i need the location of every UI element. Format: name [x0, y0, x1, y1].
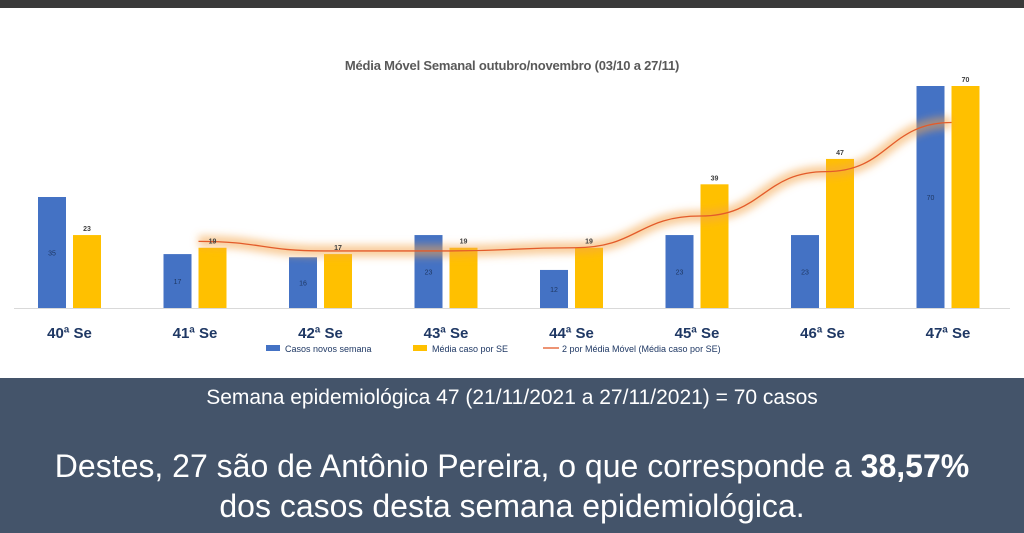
labels-layer: 35 23 40ª Se 17 19 41ª Se 16 17 42ª Se 23 19 43ª Se… — [47, 77, 970, 342]
data-label-casos-novos: 23 — [425, 270, 433, 277]
x-tick-label: 42ª Se — [298, 325, 343, 342]
bar-casos-novos — [791, 235, 819, 308]
data-label-media-caso: 19 — [585, 239, 593, 246]
legend-media-caso: Média caso por SE — [413, 344, 508, 354]
bar-media-caso — [951, 86, 980, 308]
bar-media-caso — [575, 247, 603, 308]
bars-layer — [14, 86, 1010, 309]
data-label-casos-novos: 16 — [299, 281, 307, 288]
x-tick-label: 45ª Se — [675, 325, 720, 342]
trend-line — [198, 121, 952, 252]
info-panel: Semana epidemiológica 47 (21/11/2021 a 2… — [0, 378, 1024, 533]
bar-media-caso — [73, 235, 101, 308]
bar-casos-novos — [289, 257, 317, 308]
top-border-bar — [0, 0, 1024, 8]
bar-media-caso — [198, 247, 227, 308]
data-label-casos-novos: 23 — [801, 270, 809, 277]
data-label-media-caso: 19 — [209, 239, 217, 246]
main-statement: Destes, 27 são de Antônio Pereira, o que… — [0, 446, 1024, 526]
legend-label: Média caso por SE — [432, 344, 508, 354]
data-label-media-caso: 17 — [334, 245, 342, 252]
x-tick-label: 41ª Se — [173, 325, 218, 342]
bar-media-caso — [324, 254, 352, 308]
chart-title: Média Móvel Semanal outubro/novembro (03… — [344, 58, 680, 73]
data-label-casos-novos: 12 — [550, 287, 558, 294]
legend-swatch — [413, 345, 427, 351]
x-tick-label: 43ª Se — [424, 325, 469, 342]
x-tick-label: 44ª Se — [549, 325, 594, 342]
legend-swatch — [266, 345, 280, 351]
legend-label: 2 por Média Móvel (Média caso por SE) — [562, 344, 721, 354]
data-label-media-caso: 23 — [83, 226, 91, 233]
legend: Casos novos semana Média caso por SE 2 por… — [266, 344, 721, 354]
bar-casos-novos — [665, 235, 694, 308]
bar-casos-novos — [38, 197, 66, 308]
legend-media-movel: 2 por Média Móvel (Média caso por SE) — [543, 344, 721, 354]
bar-media-caso — [449, 247, 478, 308]
data-label-casos-novos: 70 — [927, 195, 935, 202]
week-summary: Semana epidemiológica 47 (21/11/2021 a 2… — [206, 386, 818, 409]
data-label-media-caso: 19 — [460, 239, 468, 246]
legend-casos-novos: Casos novos semana — [266, 344, 372, 354]
data-label-media-caso: 47 — [836, 150, 844, 157]
statement-percent: 38,57% — [860, 448, 970, 484]
data-label-media-caso: 39 — [711, 175, 719, 182]
data-label-casos-novos: 23 — [676, 270, 684, 277]
x-tick-label: 47ª Se — [926, 325, 971, 342]
legend-label: Casos novos semana — [285, 344, 372, 354]
data-label-casos-novos: 17 — [174, 279, 182, 286]
data-label-casos-novos: 35 — [48, 251, 56, 258]
statement-suffix: dos casos desta semana epidemiológica. — [219, 488, 805, 524]
bar-media-caso — [700, 184, 729, 308]
trend-line-layer — [198, 116, 952, 257]
bar-media-caso — [826, 158, 854, 308]
x-tick-label: 40ª Se — [47, 325, 92, 342]
chart-area: Média Móvel Semanal outubro/novembro (03… — [0, 8, 1024, 378]
statement-prefix: Destes, 27 são de Antônio Pereira, o que… — [54, 448, 861, 484]
chart-svg: 35 23 40ª Se 17 19 41ª Se 16 17 42ª Se 23 19 43ª Se… — [14, 77, 1010, 354]
x-tick-label: 46ª Se — [800, 325, 845, 342]
bar-casos-novos — [163, 254, 192, 308]
bar-casos-novos — [540, 269, 568, 308]
data-label-media-caso: 70 — [962, 77, 970, 84]
